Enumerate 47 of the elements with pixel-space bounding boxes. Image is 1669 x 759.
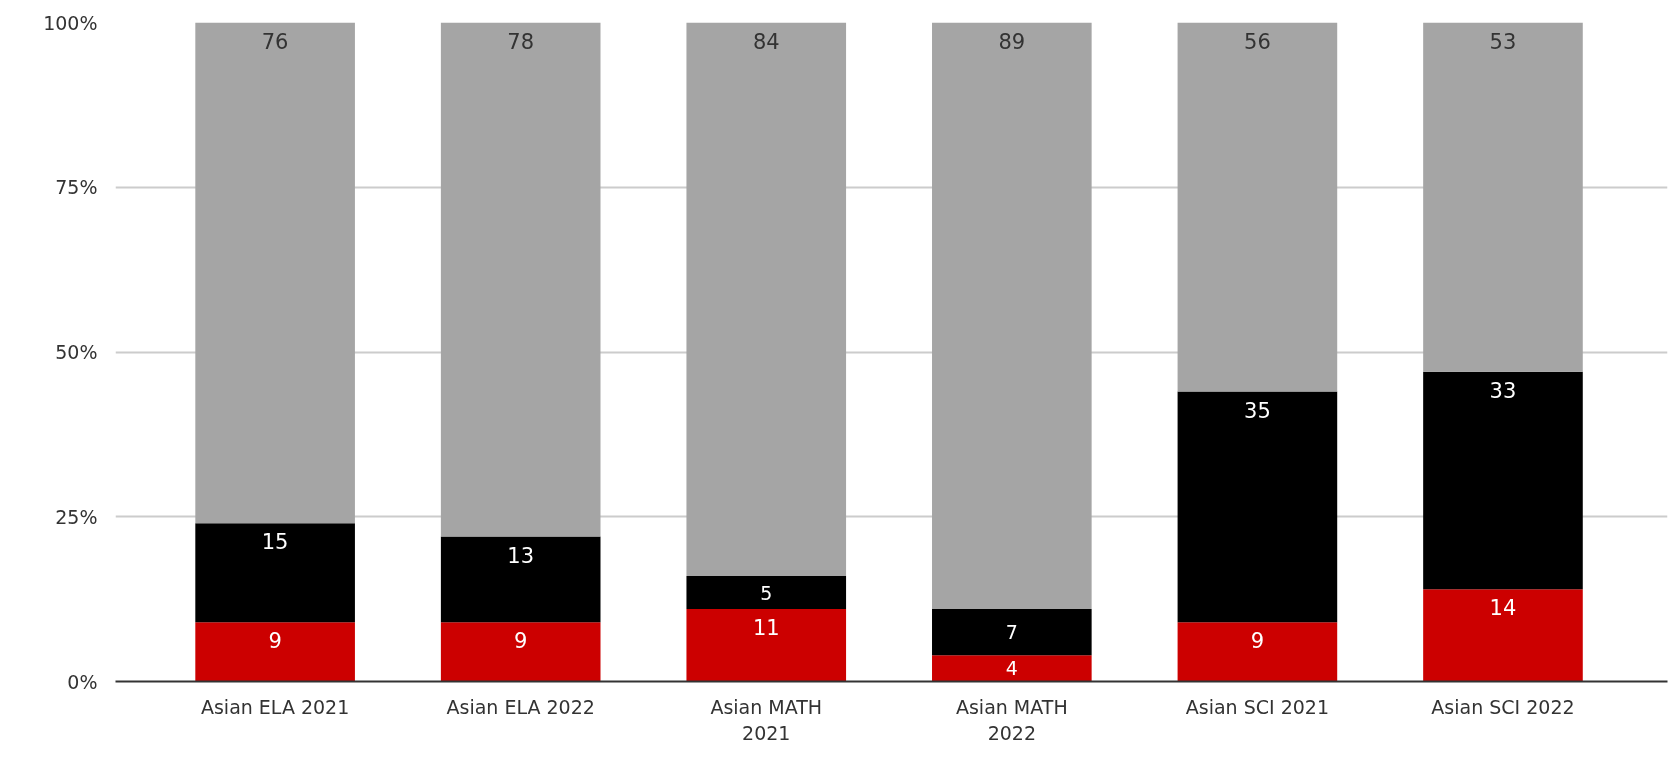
y-tick-label: 50% xyxy=(55,341,98,363)
data-label: 9 xyxy=(1250,629,1265,654)
bar xyxy=(686,576,847,610)
bar xyxy=(686,22,847,577)
data-label: 53 xyxy=(1489,29,1517,54)
x-tick-label: Asian SCI 2021 xyxy=(1185,695,1330,718)
bar xyxy=(440,536,601,623)
bar xyxy=(1177,22,1338,392)
y-tick-label: 0% xyxy=(67,670,98,693)
bar xyxy=(440,622,601,682)
data-label: 35 xyxy=(1244,398,1271,423)
bar xyxy=(932,655,1092,682)
data-label: 33 xyxy=(1489,378,1517,403)
data-label: 56 xyxy=(1244,29,1271,54)
x-tick-label: Asian ELA 2022 xyxy=(446,695,595,718)
bar xyxy=(1423,22,1583,372)
bar xyxy=(440,22,601,537)
x-tick-label: Asian ELA 2021 xyxy=(200,695,350,718)
data-label: 9 xyxy=(514,629,528,654)
bar xyxy=(1177,391,1338,623)
bar xyxy=(195,622,355,682)
data-label: 13 xyxy=(507,543,535,568)
bar xyxy=(1177,622,1338,682)
data-label: 14 xyxy=(1489,596,1517,621)
data-label: 4 xyxy=(1005,657,1018,680)
data-label: 11 xyxy=(752,616,780,641)
bar xyxy=(195,22,355,524)
bar xyxy=(686,609,847,682)
bar xyxy=(195,523,355,623)
y-tick-label: 100% xyxy=(43,11,98,34)
y-tick-label: 25% xyxy=(55,505,98,528)
data-label: 15 xyxy=(261,530,289,555)
x-tick-label: Asian SCI 2022 xyxy=(1431,695,1575,718)
y-tick-label: 75% xyxy=(55,176,98,199)
data-label: 84 xyxy=(752,29,780,54)
bar xyxy=(1423,589,1583,682)
data-label: 7 xyxy=(1005,621,1018,644)
data-label: 5 xyxy=(760,581,773,604)
data-label: 9 xyxy=(268,629,282,654)
data-label: 89 xyxy=(998,29,1026,54)
x-tick-label: Asian MATH 2021 xyxy=(710,695,823,744)
data-label: 78 xyxy=(507,29,535,54)
bar xyxy=(932,22,1092,610)
bar xyxy=(932,609,1092,656)
data-label: 76 xyxy=(261,29,289,54)
bar xyxy=(1423,371,1583,590)
x-tick-label: Asian MATH 2022 xyxy=(955,695,1068,744)
